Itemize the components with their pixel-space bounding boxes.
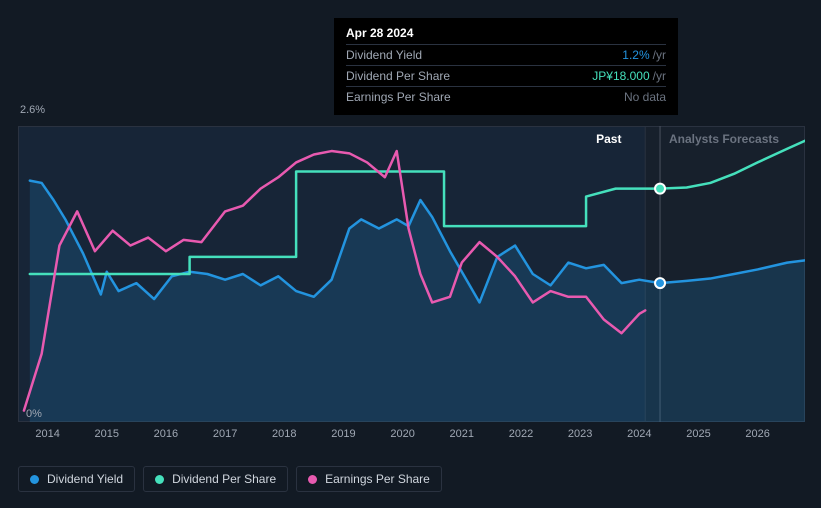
tooltip-row-value: JP¥18.000/yr xyxy=(592,69,666,83)
tooltip-date: Apr 28 2024 xyxy=(346,26,666,40)
x-axis-labels: 2014 2015 2016 2017 2018 2019 2020 2021 2022 2023… xyxy=(18,428,805,444)
x-axis-tick-label: 2024 xyxy=(627,428,651,440)
tooltip-row-label: Dividend Yield xyxy=(346,48,496,62)
chart-tooltip: Apr 28 2024 Dividend Yield1.2%/yrDividen… xyxy=(334,18,678,115)
x-axis-tick-label: 2025 xyxy=(686,428,710,440)
x-axis-tick-label: 2023 xyxy=(568,428,592,440)
chart-area: 2.6% 0% 2014 2015 2016 2017 2018 2019 2020 2021… xyxy=(18,106,805,462)
dividend-chart-widget: Apr 28 2024 Dividend Yield1.2%/yrDividen… xyxy=(0,0,821,508)
y-axis-min-label: 0% xyxy=(26,408,42,420)
tooltip-row: Dividend Yield 1.2%/yr xyxy=(346,44,666,65)
chart-legend: Dividend Yield Dividend Per Share Earnings… xyxy=(18,466,442,492)
chart-svg[interactable] xyxy=(18,106,805,422)
tooltip-row-value: No data xyxy=(624,90,666,104)
legend-dot-icon xyxy=(308,475,317,484)
legend-dot-icon xyxy=(30,475,39,484)
x-axis-tick-label: 2020 xyxy=(390,428,414,440)
tooltip-row: Dividend Per Share JP¥18.000/yr xyxy=(346,65,666,86)
x-axis-tick-label: 2018 xyxy=(272,428,296,440)
tooltip-row-label: Earnings Per Share xyxy=(346,90,496,104)
legend-item[interactable]: Earnings Per Share xyxy=(296,466,442,492)
legend-dot-icon xyxy=(155,475,164,484)
legend-label: Dividend Yield xyxy=(47,472,123,486)
legend-label: Earnings Per Share xyxy=(325,472,430,486)
legend-item[interactable]: Dividend Yield xyxy=(18,466,135,492)
x-axis-tick-label: 2015 xyxy=(95,428,119,440)
y-axis-max-label: 2.6% xyxy=(20,104,45,116)
x-axis-tick-label: 2014 xyxy=(35,428,59,440)
chart-region-label: Analysts Forecasts xyxy=(669,132,779,146)
x-axis-tick-label: 2022 xyxy=(509,428,533,440)
legend-label: Dividend Per Share xyxy=(172,472,276,486)
x-axis-tick-label: 2019 xyxy=(331,428,355,440)
x-axis-tick-label: 2021 xyxy=(450,428,474,440)
tooltip-row: Earnings Per Share No data xyxy=(346,86,666,107)
tooltip-row-value: 1.2%/yr xyxy=(622,48,666,62)
chart-region-label: Past xyxy=(596,132,621,146)
tooltip-row-label: Dividend Per Share xyxy=(346,69,496,83)
x-axis-tick-label: 2017 xyxy=(213,428,237,440)
x-axis-tick-label: 2026 xyxy=(745,428,769,440)
legend-item[interactable]: Dividend Per Share xyxy=(143,466,288,492)
x-axis-tick-label: 2016 xyxy=(154,428,178,440)
